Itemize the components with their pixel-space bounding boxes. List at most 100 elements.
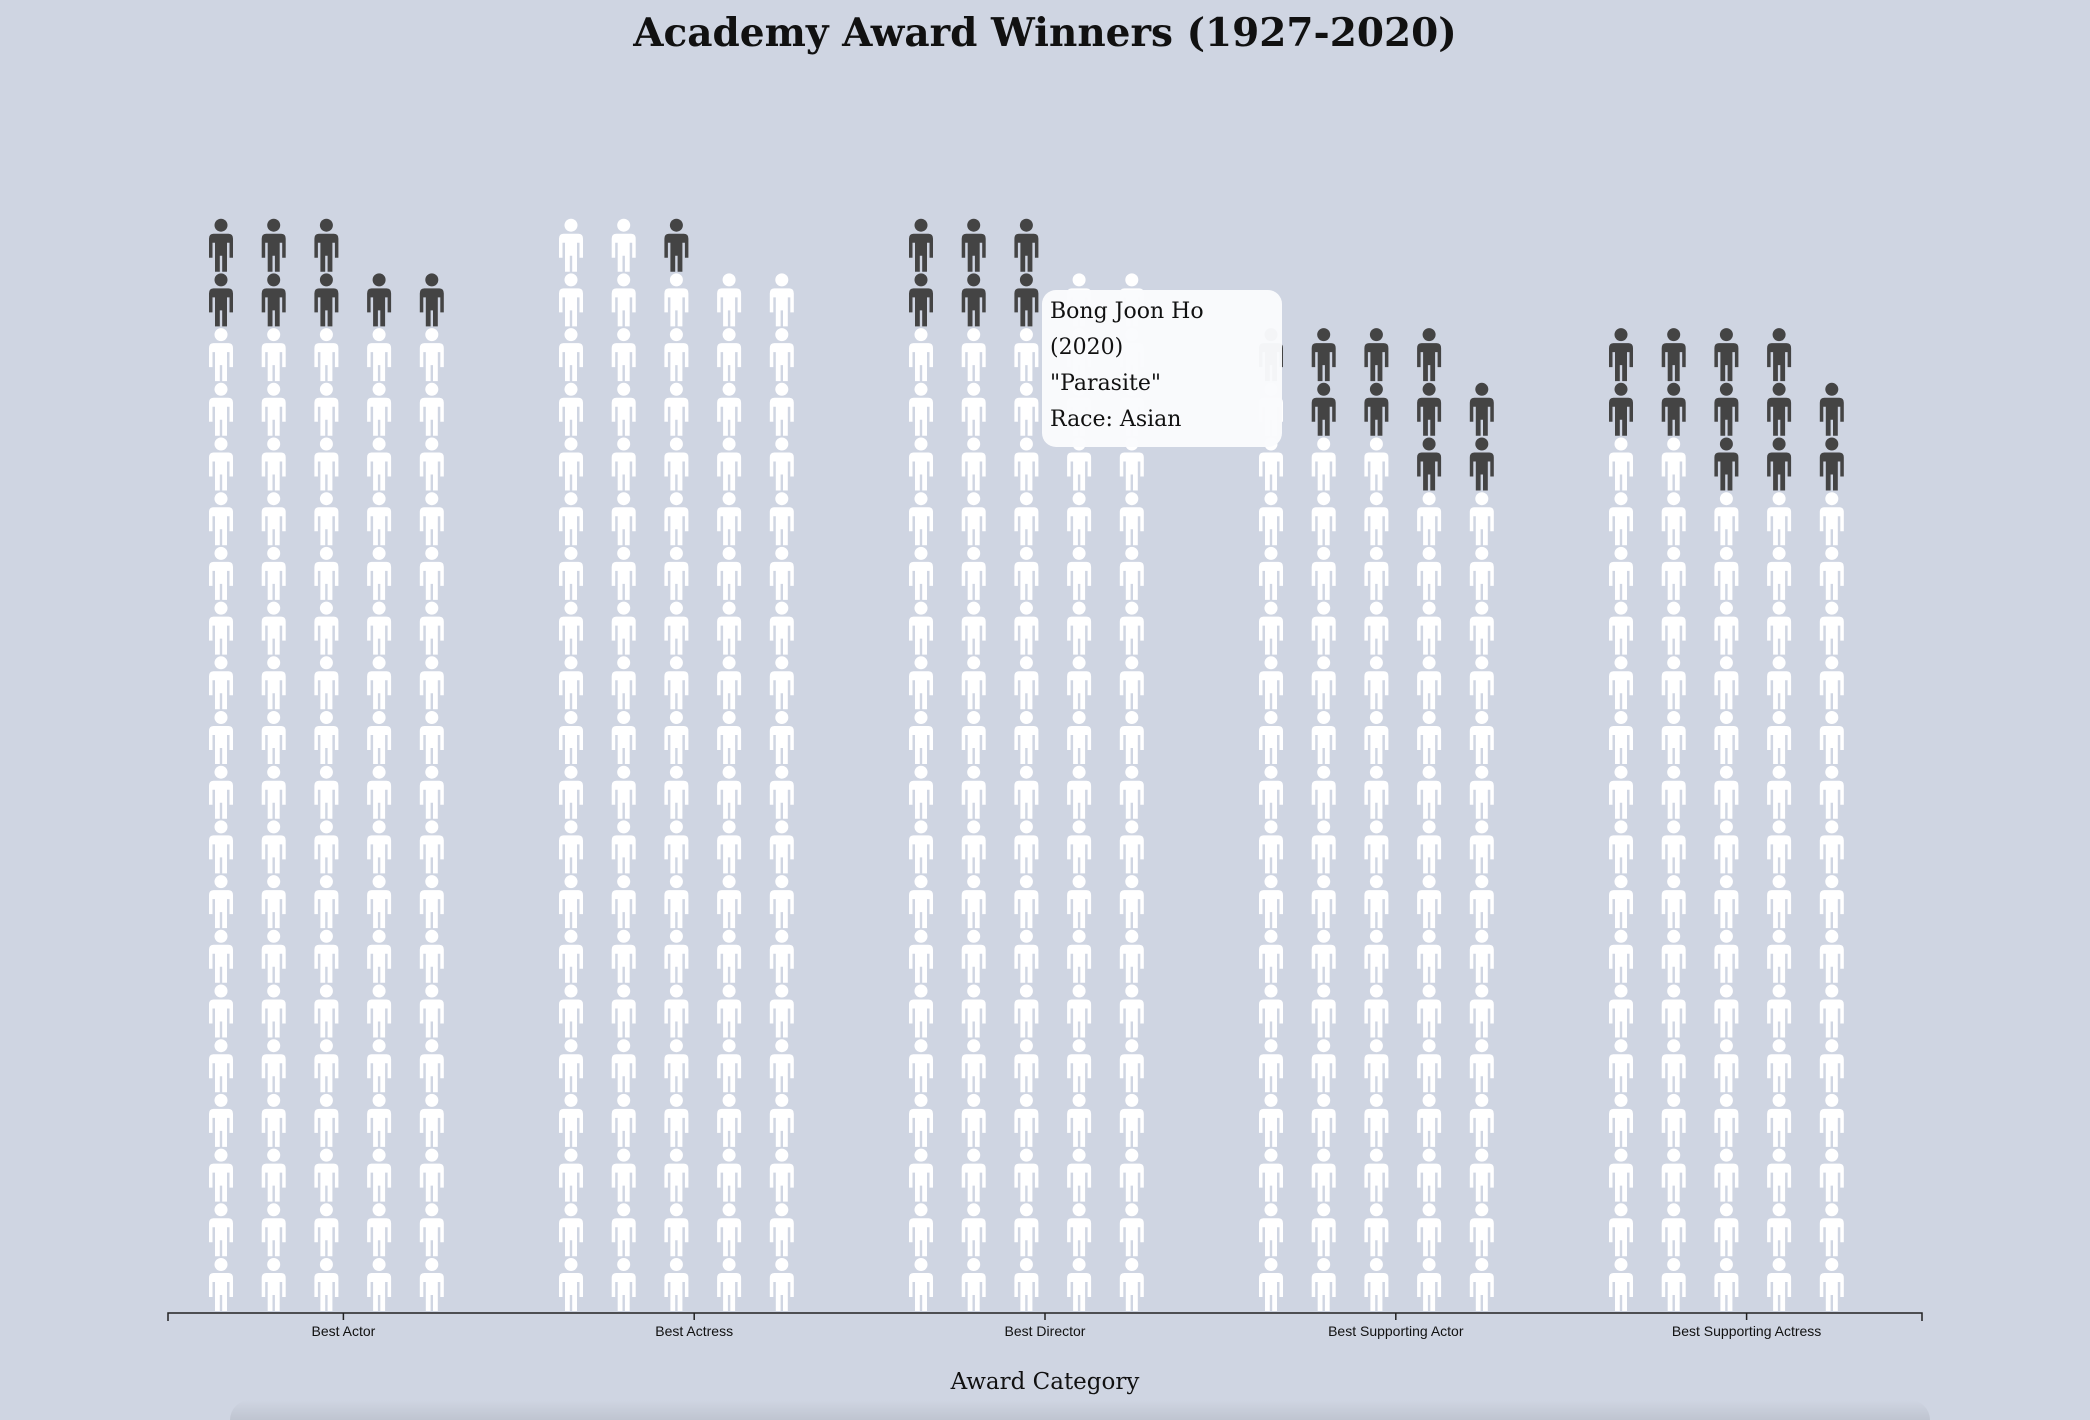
- person-icon[interactable]: [769, 437, 794, 491]
- person-icon[interactable]: [1067, 820, 1092, 874]
- person-icon[interactable]: [1767, 875, 1792, 929]
- person-icon[interactable]: [1469, 875, 1494, 929]
- person-icon[interactable]: [1119, 492, 1144, 546]
- person-icon[interactable]: [261, 765, 286, 819]
- person-icon[interactable]: [261, 929, 286, 983]
- person-icon[interactable]: [961, 711, 986, 764]
- person-icon[interactable]: [1819, 546, 1844, 600]
- person-icon[interactable]: [664, 437, 689, 491]
- person-icon[interactable]: [611, 437, 636, 491]
- person-icon-dark[interactable]: [1311, 328, 1336, 382]
- person-icon[interactable]: [419, 984, 444, 1038]
- person-icon[interactable]: [611, 1093, 636, 1147]
- person-icon[interactable]: [209, 1093, 233, 1147]
- person-icon[interactable]: [559, 711, 583, 764]
- person-icon[interactable]: [611, 492, 636, 546]
- person-icon[interactable]: [961, 601, 986, 655]
- person-icon[interactable]: [1469, 929, 1494, 983]
- person-icon[interactable]: [419, 437, 444, 491]
- person-icon-dark[interactable]: [1417, 437, 1442, 491]
- person-icon[interactable]: [261, 328, 286, 382]
- person-icon[interactable]: [314, 437, 339, 491]
- person-icon[interactable]: [1364, 711, 1389, 764]
- person-icon[interactable]: [314, 820, 339, 874]
- person-icon[interactable]: [909, 1148, 933, 1202]
- person-icon[interactable]: [367, 656, 392, 710]
- person-icon[interactable]: [261, 1148, 286, 1202]
- person-icon[interactable]: [1311, 875, 1336, 929]
- person-icon[interactable]: [664, 1093, 689, 1147]
- person-icon[interactable]: [314, 1203, 339, 1257]
- person-icon[interactable]: [961, 984, 986, 1038]
- person-icon[interactable]: [1259, 1093, 1283, 1147]
- person-icon[interactable]: [611, 929, 636, 983]
- person-icon[interactable]: [717, 273, 742, 327]
- person-icon[interactable]: [1609, 1148, 1633, 1202]
- person-icon[interactable]: [1819, 1039, 1844, 1093]
- person-icon[interactable]: [1014, 1203, 1039, 1257]
- person-icon[interactable]: [419, 382, 444, 436]
- person-icon[interactable]: [1819, 984, 1844, 1038]
- person-icon[interactable]: [1311, 984, 1336, 1038]
- person-icon[interactable]: [1417, 1203, 1442, 1257]
- person-icon[interactable]: [367, 1093, 392, 1147]
- person-icon[interactable]: [1417, 546, 1442, 600]
- person-icon[interactable]: [1714, 601, 1739, 655]
- person-icon[interactable]: [769, 382, 794, 436]
- person-icon[interactable]: [1014, 601, 1039, 655]
- person-icon[interactable]: [961, 875, 986, 929]
- person-icon[interactable]: [1119, 546, 1144, 600]
- person-icon[interactable]: [419, 1093, 444, 1147]
- person-icon[interactable]: [1014, 1258, 1039, 1311]
- person-icon[interactable]: [1661, 984, 1686, 1038]
- person-icon[interactable]: [367, 382, 392, 436]
- person-icon-dark[interactable]: [314, 273, 339, 327]
- person-icon[interactable]: [314, 1039, 339, 1093]
- person-icon[interactable]: [1661, 820, 1686, 874]
- person-icon[interactable]: [1767, 1039, 1792, 1093]
- person-icon[interactable]: [1067, 601, 1092, 655]
- person-icon[interactable]: [909, 328, 933, 382]
- person-icon[interactable]: [1767, 820, 1792, 874]
- person-icon[interactable]: [961, 382, 986, 436]
- person-icon[interactable]: [1417, 601, 1442, 655]
- person-icon[interactable]: [1259, 765, 1283, 819]
- person-icon[interactable]: [209, 656, 233, 710]
- person-icon-dark[interactable]: [261, 218, 286, 272]
- person-icon[interactable]: [611, 1203, 636, 1257]
- person-icon[interactable]: [209, 546, 233, 600]
- person-icon[interactable]: [559, 382, 583, 436]
- person-icon[interactable]: [1469, 1148, 1494, 1202]
- person-icon[interactable]: [1014, 492, 1039, 546]
- person-icon[interactable]: [261, 1203, 286, 1257]
- person-icon[interactable]: [1417, 765, 1442, 819]
- person-icon[interactable]: [1364, 1203, 1389, 1257]
- person-icon[interactable]: [1767, 711, 1792, 764]
- person-icon-dark[interactable]: [1714, 382, 1739, 436]
- person-icon[interactable]: [367, 492, 392, 546]
- person-icon[interactable]: [1364, 1093, 1389, 1147]
- person-icon[interactable]: [717, 984, 742, 1038]
- person-icon[interactable]: [1014, 546, 1039, 600]
- person-icon[interactable]: [1469, 601, 1494, 655]
- person-icon[interactable]: [209, 1148, 233, 1202]
- person-icon[interactable]: [1469, 546, 1494, 600]
- person-icon[interactable]: [314, 1258, 339, 1311]
- person-icon[interactable]: [559, 1148, 583, 1202]
- person-icon-dark[interactable]: [1819, 437, 1844, 491]
- person-icon[interactable]: [1259, 492, 1283, 546]
- person-icon[interactable]: [769, 546, 794, 600]
- person-icon[interactable]: [1714, 1039, 1739, 1093]
- person-icon[interactable]: [559, 273, 583, 327]
- person-icon[interactable]: [1661, 875, 1686, 929]
- person-icon[interactable]: [367, 437, 392, 491]
- person-icon[interactable]: [909, 1258, 933, 1311]
- person-icon[interactable]: [961, 929, 986, 983]
- person-icon[interactable]: [1067, 984, 1092, 1038]
- person-icon[interactable]: [1819, 1203, 1844, 1257]
- person-icon[interactable]: [1609, 929, 1633, 983]
- person-icon[interactable]: [717, 546, 742, 600]
- person-icon[interactable]: [419, 656, 444, 710]
- person-icon[interactable]: [961, 1203, 986, 1257]
- person-icon[interactable]: [1119, 765, 1144, 819]
